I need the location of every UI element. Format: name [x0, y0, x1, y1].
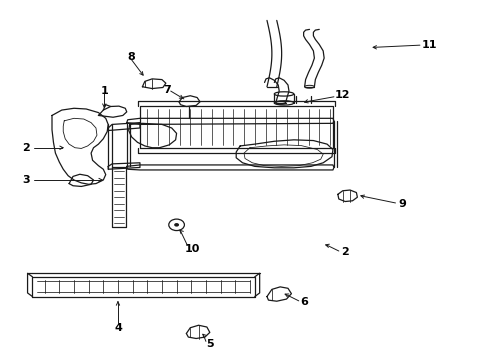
- Text: 2: 2: [22, 143, 30, 153]
- Text: 7: 7: [163, 85, 171, 95]
- Text: 8: 8: [128, 52, 136, 62]
- Text: 5: 5: [206, 339, 214, 349]
- Text: 6: 6: [301, 297, 309, 307]
- Circle shape: [174, 223, 179, 226]
- Text: 2: 2: [342, 247, 349, 257]
- Text: 12: 12: [335, 90, 350, 100]
- Text: 1: 1: [100, 86, 108, 96]
- Text: 4: 4: [114, 323, 122, 333]
- Text: 3: 3: [22, 175, 30, 185]
- Text: 10: 10: [185, 244, 200, 254]
- Text: 11: 11: [422, 40, 438, 50]
- Text: 9: 9: [398, 199, 406, 210]
